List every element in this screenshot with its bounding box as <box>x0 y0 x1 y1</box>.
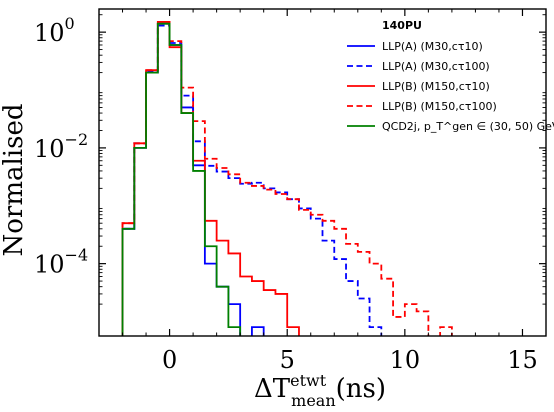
legend: 140PU LLP(A) (M30,cτ10) LLP(A) (M30,cτ100… <box>347 19 554 133</box>
x-axis-label-main: ΔT <box>254 374 291 404</box>
x-axis-label-unit: (ns) <box>336 374 386 404</box>
x-tick-label: 0 <box>162 346 177 374</box>
legend-title: 140PU <box>382 19 422 32</box>
legend-entry-qcd2j-p-t-gen-30-50-gev: QCD2j, p_T^gen ∈ (30, 50) GeV <box>382 120 554 133</box>
x-axis-label: ΔTetwt mean(ns) <box>254 371 386 410</box>
series-layer <box>121 21 453 336</box>
axis-ticks: 0 5 10 15 100 10−2 10−4 <box>34 9 546 374</box>
series-line-5 <box>121 22 242 336</box>
legend-entry-llp-a-m30-c-10: LLP(A) (M30,cτ10) <box>382 40 483 53</box>
x-axis-label-sup: etwt <box>290 371 327 390</box>
y-axis-label: Normalised <box>0 104 29 257</box>
legend-entry-llp-b-m150-c-10: LLP(B) (M150,cτ10) <box>382 80 490 93</box>
x-tick-label: 5 <box>280 346 295 374</box>
y-tick-label: 10−2 <box>34 130 88 163</box>
x-axis-label-sub: mean <box>291 391 335 410</box>
x-tick-label: 10 <box>390 346 421 374</box>
y-tick-label: 10−4 <box>34 246 88 279</box>
legend-entry-llp-b-m150-c-100: LLP(B) (M150,cτ100) <box>382 100 497 113</box>
x-tick-label: 15 <box>507 346 538 374</box>
y-tick-label: 100 <box>34 14 75 47</box>
legend-entry-llp-a-m30-c-100: LLP(A) (M30,cτ100) <box>382 60 490 73</box>
plot-frame <box>98 8 547 337</box>
series-line-2 <box>121 24 383 336</box>
